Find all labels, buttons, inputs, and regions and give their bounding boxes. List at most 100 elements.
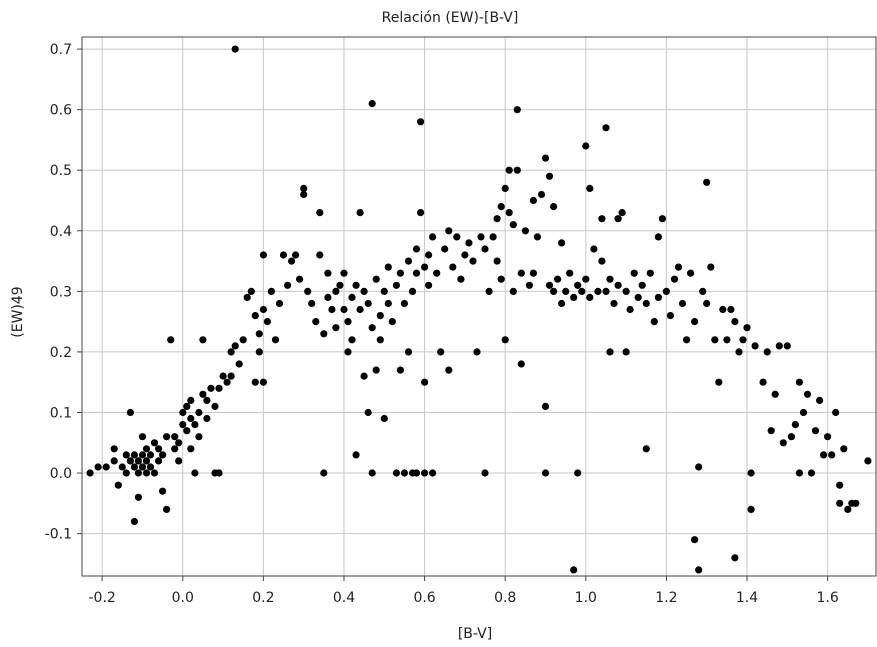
data-point — [582, 142, 590, 150]
data-point — [146, 463, 155, 471]
data-point — [130, 451, 138, 459]
data-point — [142, 457, 151, 465]
data-point — [114, 481, 122, 489]
data-point — [408, 287, 417, 295]
x-tick-label: 0.4 — [333, 590, 355, 606]
data-point — [400, 469, 408, 477]
data-point — [384, 299, 392, 308]
data-point — [433, 269, 441, 277]
data-point — [449, 263, 457, 271]
data-point — [767, 427, 775, 435]
data-point — [509, 221, 517, 229]
data-point — [227, 348, 235, 356]
data-point — [235, 360, 243, 368]
data-point — [404, 348, 413, 356]
data-point — [711, 336, 719, 344]
x-tick-label: 1.4 — [736, 590, 758, 606]
data-point — [586, 184, 594, 192]
data-point — [271, 336, 280, 344]
data-point — [465, 239, 473, 247]
data-point — [126, 457, 134, 465]
data-point — [852, 499, 860, 507]
data-point — [836, 481, 844, 489]
data-point — [356, 209, 364, 217]
data-point — [360, 372, 368, 380]
data-point — [529, 196, 538, 205]
data-point — [421, 263, 429, 271]
y-axis-title: (EW)49 — [10, 286, 26, 337]
data-point — [513, 106, 521, 114]
data-point — [292, 251, 300, 259]
data-point — [380, 287, 388, 295]
data-point — [284, 281, 292, 289]
data-point — [731, 554, 739, 562]
data-point — [545, 281, 554, 289]
data-point — [155, 445, 163, 453]
data-point — [376, 336, 384, 344]
data-point — [646, 269, 654, 277]
data-point — [316, 251, 324, 259]
data-point — [150, 439, 159, 447]
data-point — [352, 451, 360, 459]
data-point — [517, 269, 525, 277]
data-point — [707, 263, 715, 271]
data-point — [134, 493, 142, 501]
data-point — [259, 305, 267, 314]
data-point — [142, 469, 151, 477]
data-point — [457, 275, 465, 283]
data-point — [396, 366, 404, 374]
data-point — [493, 215, 501, 223]
x-tick-label: 0.0 — [172, 590, 194, 606]
data-point — [425, 281, 433, 289]
data-point — [719, 305, 727, 314]
data-point — [558, 299, 566, 308]
data-point — [590, 245, 598, 253]
data-point — [836, 499, 844, 507]
data-point — [163, 433, 171, 441]
data-point — [783, 342, 791, 350]
data-point — [598, 215, 606, 223]
data-point — [146, 451, 155, 459]
data-point — [231, 45, 239, 53]
data-point — [691, 318, 699, 326]
data-point — [304, 287, 312, 295]
data-point — [602, 124, 610, 132]
data-point — [320, 330, 328, 338]
data-point — [251, 378, 259, 386]
data-point — [183, 427, 191, 435]
data-point — [138, 433, 147, 441]
data-point — [348, 336, 356, 344]
data-point — [562, 287, 570, 295]
data-point — [723, 336, 731, 344]
data-point — [404, 257, 413, 265]
data-point — [380, 414, 388, 423]
data-point — [364, 408, 372, 417]
y-tick-label: 0.7 — [50, 42, 72, 58]
data-point — [674, 263, 683, 271]
data-point — [86, 469, 94, 477]
data-point — [771, 390, 779, 398]
data-point — [223, 378, 231, 386]
data-point — [787, 433, 796, 441]
data-point — [799, 408, 808, 417]
data-point — [529, 269, 538, 277]
data-point — [211, 402, 219, 410]
chart-title: Relación (EW)-[B-V] — [382, 10, 519, 26]
data-point — [493, 257, 501, 265]
data-point — [505, 209, 513, 217]
data-point — [227, 372, 235, 380]
data-point — [368, 324, 376, 332]
data-point — [368, 100, 376, 108]
data-point — [445, 227, 453, 235]
data-point — [138, 451, 147, 459]
data-point — [473, 348, 481, 356]
data-point — [558, 239, 566, 247]
data-point — [360, 287, 368, 295]
data-point — [501, 184, 509, 192]
data-point — [400, 299, 408, 308]
data-point — [489, 233, 497, 241]
data-point — [102, 463, 110, 471]
data-point — [231, 342, 239, 350]
data-point — [344, 348, 352, 356]
data-point — [642, 299, 650, 308]
